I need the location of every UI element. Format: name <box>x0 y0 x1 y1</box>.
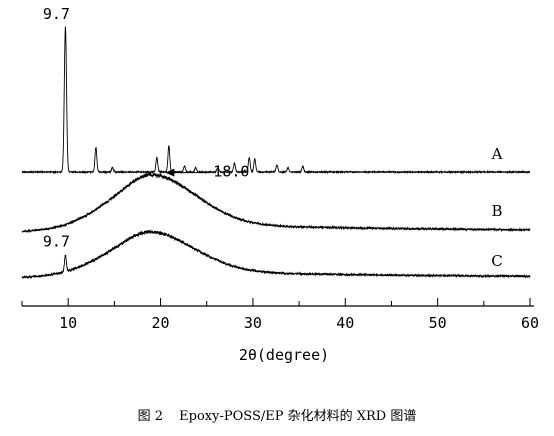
series-b-line <box>21 172 531 234</box>
x-axis: 10 20 30 40 50 60 <box>21 298 539 332</box>
series-b-label: B <box>491 202 502 220</box>
x-axis-label: 2θ(degree) <box>239 346 329 364</box>
annotations-group: 9.7 18.0 9.7 <box>43 5 250 251</box>
x-tick-label: 10 <box>59 314 77 332</box>
series-labels-group: A B C <box>491 145 503 270</box>
series-c-line <box>21 229 531 280</box>
x-tick-label: 60 <box>521 314 539 332</box>
figure-caption: 图 2 Epoxy-POSS/EP 杂化材料的 XRD 图谱 <box>0 405 554 424</box>
series-c-label: C <box>491 252 502 270</box>
figure-title: Epoxy-POSS/EP 杂化材料的 XRD 图谱 <box>179 409 417 424</box>
annotation-label: 9.7 <box>43 233 70 251</box>
x-tick-label: 30 <box>244 314 262 332</box>
annotation-label: 18.0 <box>213 163 249 181</box>
x-tick-label: 50 <box>429 314 447 332</box>
curves-group <box>21 26 531 280</box>
series-a-line <box>21 26 531 175</box>
figure-number: 图 2 <box>137 409 164 424</box>
annotation-label: 9.7 <box>43 5 70 23</box>
annotation-arrow-head <box>165 168 175 177</box>
x-tick-label: 40 <box>336 314 354 332</box>
xrd-chart: 10 20 30 40 50 60 9.7 18.0 9.7 A B C 2θ(degree) <box>21 5 539 364</box>
x-tick-label: 20 <box>152 314 170 332</box>
series-a-label: A <box>491 145 503 163</box>
